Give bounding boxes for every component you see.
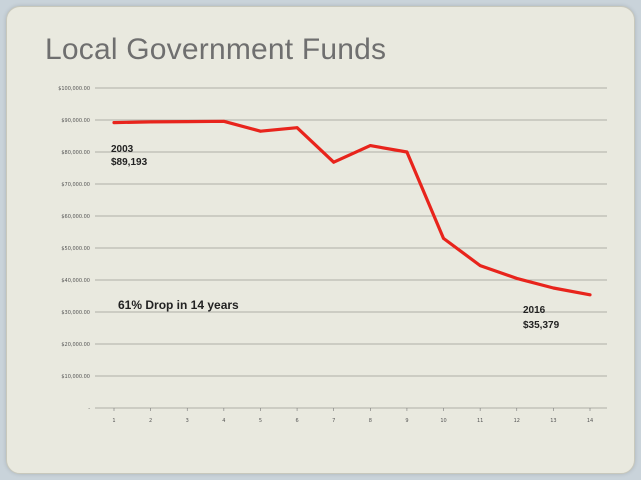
y-tick-label: $60,000.00 — [61, 214, 90, 220]
y-tick-label: $50,000.00 — [61, 246, 90, 252]
data-point — [478, 264, 482, 267]
x-tick-label: 2 — [149, 418, 152, 424]
chart-title: Local Government Funds — [45, 33, 387, 66]
x-tick-label: 7 — [332, 418, 335, 424]
data-point — [295, 126, 299, 130]
x-tick-label: 6 — [295, 418, 298, 424]
data-point — [368, 144, 372, 148]
data-point — [332, 160, 336, 164]
data-point — [405, 150, 409, 154]
x-tick-label: 11 — [477, 418, 483, 424]
y-tick-label: $30,000.00 — [61, 310, 90, 316]
x-tick-label: 13 — [550, 418, 556, 424]
y-tick-label: $40,000.00 — [61, 278, 90, 284]
y-axis-ticks: - $10,000.00 $20,000.00 $30,000.00 $40,000.0… — [58, 86, 90, 412]
data-point — [149, 120, 153, 124]
y-tick-label: $70,000.00 — [61, 182, 90, 188]
data-point — [259, 129, 262, 133]
x-tick-label: 3 — [186, 418, 189, 424]
data-point — [222, 119, 226, 123]
x-tick-label: 14 — [587, 418, 593, 424]
x-tick-label: 4 — [222, 418, 225, 424]
annotation-start-year: 2003 — [111, 144, 134, 155]
y-tick-label: $20,000.00 — [61, 342, 90, 348]
y-tick-label: - — [88, 406, 90, 412]
y-tick-label: $80,000.00 — [61, 150, 90, 156]
y-tick-label: $100,000.00 — [58, 86, 90, 92]
x-tick-label: 9 — [405, 418, 408, 424]
data-point — [551, 286, 555, 290]
x-tick-label: 5 — [259, 418, 262, 424]
data-point — [442, 237, 445, 240]
y-tick-label: $90,000.00 — [61, 118, 90, 124]
x-axis-ticks: 1 2 3 4 5 6 7 8 9 10 11 12 13 14 — [112, 408, 593, 424]
annotation-end-value: $35,379 — [523, 320, 560, 331]
series-line — [112, 119, 592, 297]
annotation-start-value: $89,193 — [111, 157, 148, 168]
gridlines — [95, 87, 607, 409]
data-point — [515, 277, 519, 280]
data-point — [112, 121, 116, 124]
annotation-end-year: 2016 — [523, 305, 546, 316]
annotation-drop: 61% Drop in 14 years — [118, 298, 239, 312]
slide: Local Government Funds — [6, 6, 635, 474]
x-tick-label: 10 — [440, 418, 446, 424]
series-group — [112, 119, 592, 297]
x-tick-label: 12 — [514, 418, 520, 424]
data-point — [588, 293, 592, 297]
x-tick-label: 1 — [112, 418, 115, 424]
x-tick-label: 8 — [369, 418, 372, 424]
y-tick-label: $10,000.00 — [61, 374, 90, 380]
data-point — [185, 120, 189, 123]
